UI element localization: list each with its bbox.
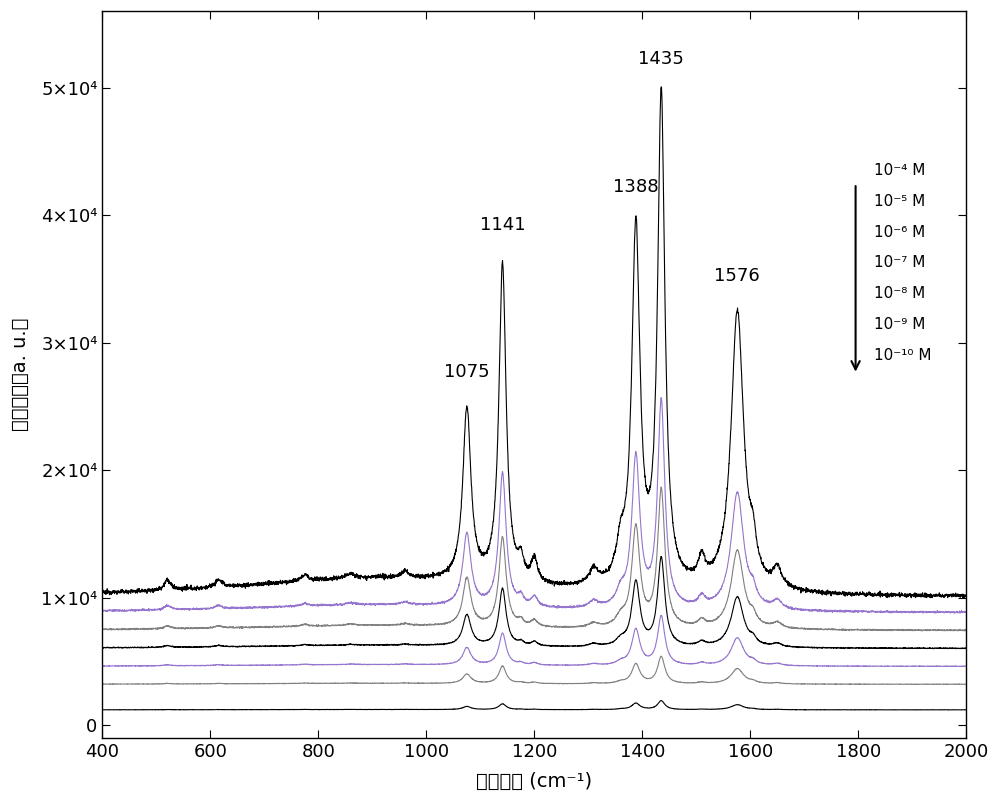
Text: 1435: 1435 xyxy=(638,51,684,68)
Y-axis label: 拉曼强度（a. u.）: 拉曼强度（a. u.） xyxy=(11,318,30,431)
Text: 10⁻⁴ M: 10⁻⁴ M xyxy=(874,163,926,178)
Text: 1388: 1388 xyxy=(613,178,659,196)
Text: 1576: 1576 xyxy=(714,267,760,286)
Text: 10⁻⁵ M: 10⁻⁵ M xyxy=(874,194,926,209)
X-axis label: 拉曼频移 (cm⁻¹): 拉曼频移 (cm⁻¹) xyxy=(476,772,592,791)
Text: 10⁻⁹ M: 10⁻⁹ M xyxy=(874,317,926,332)
Text: 10⁻⁷ M: 10⁻⁷ M xyxy=(874,256,926,270)
Text: 10⁻⁶ M: 10⁻⁶ M xyxy=(874,225,926,240)
Text: 10⁻⁸ M: 10⁻⁸ M xyxy=(874,286,926,302)
Text: 10⁻¹⁰ M: 10⁻¹⁰ M xyxy=(874,348,932,363)
Text: 1075: 1075 xyxy=(444,363,490,381)
Text: 1141: 1141 xyxy=(480,217,525,234)
